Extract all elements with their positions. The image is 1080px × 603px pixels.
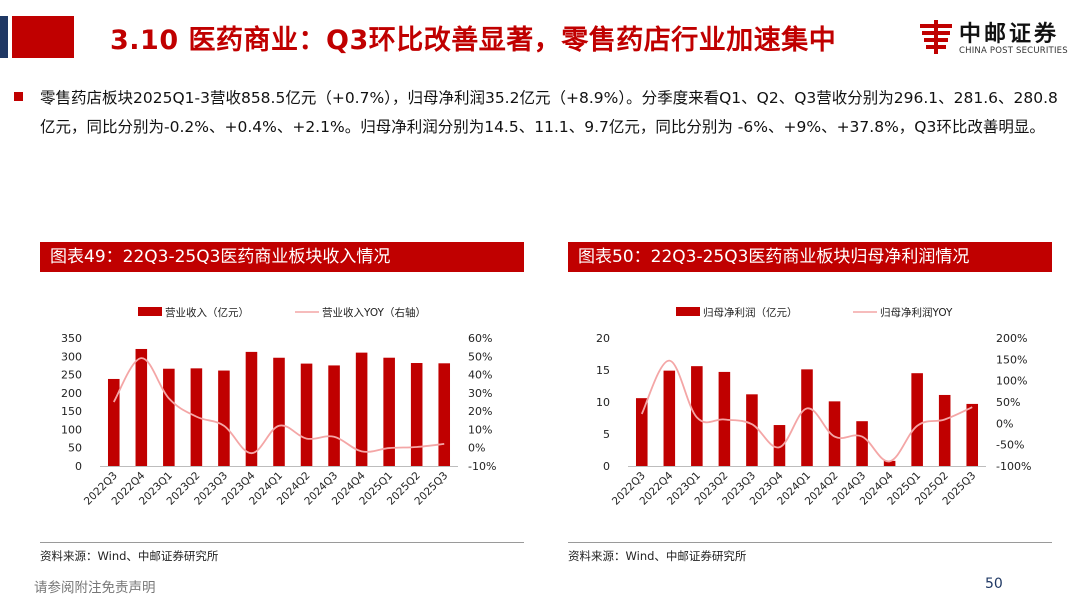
bar-2024Q2 [828,401,841,466]
y-tick-label: 150 [61,405,82,418]
y-tick-label: 20 [596,332,610,345]
bar-2023Q4 [245,351,258,466]
chart49-source: 资料来源：Wind、中邮证券研究所 [40,549,219,563]
y-tick-label: 10 [596,396,610,409]
summary-bullet: 零售药店板块2025Q1-3营收858.5亿元（+0.7%），归母净利润35.2… [14,84,1064,142]
bar-2023Q4 [773,425,786,466]
bar-2025Q2 [938,394,951,466]
bar-2025Q2 [410,363,423,466]
bar-2024Q3 [328,365,340,466]
chart50-source-divider [568,542,1052,543]
bar-2022Q3 [635,398,648,466]
y2-tick-label: 200% [996,332,1027,345]
y2-tick-label: -100% [996,460,1031,473]
net-profit-chart: 归母净利润（亿元） 归母净利润YOY 20 15 10 5 0 200% 150% 100% 50%… [596,306,1031,508]
logo-english-name: CHINA POST SECURITIES [959,46,1068,56]
y-tick-label: 0 [75,460,82,473]
bar-2022Q3 [107,378,120,466]
bar-2025Q3 [438,363,451,466]
y-tick-label: 0 [603,460,610,473]
y-tick-label: 250 [61,369,82,382]
y2-tick-label: 40% [468,369,492,382]
y-tick-label: 100 [61,423,82,436]
logo-chinese-name: 中邮证券 [959,22,1060,47]
legend-bar-swatch [676,307,700,316]
accent-stripe-red [12,16,74,58]
bar-2024Q3 [856,421,868,466]
summary-text: 零售药店板块2025Q1-3营收858.5亿元（+0.7%），归母净利润35.2… [40,89,1058,136]
y-tick-label: 350 [61,332,82,345]
legend-bar-label: 营业收入（亿元） [165,306,249,319]
y2-tick-label: 20% [468,405,492,418]
chart49-header: 图表49：22Q3-25Q3医药商业板块收入情况 [40,242,524,272]
y2-tick-label: -10% [468,460,496,473]
bar-2024Q4 [883,460,896,466]
y-tick-label: 15 [596,364,610,377]
yoy-line [112,357,445,455]
bar-2025Q1 [383,357,395,466]
y2-tick-label: 10% [468,423,492,436]
title-accent [0,16,74,58]
bar-2024Q4 [355,352,368,466]
y2-tick-label: 30% [468,387,492,400]
bar-2024Q1 [273,357,285,466]
chart-legend: 营业收入（亿元） 营业收入YOY（右轴） [138,306,426,319]
chart49-source-divider [40,542,524,543]
page-number: 50 [985,576,1003,592]
bar-2023Q3 [218,370,230,466]
bar-2025Q3 [966,403,979,466]
y2-tick-label: 150% [996,353,1027,366]
y2-tick-label: -50% [996,439,1024,452]
y2-tick-label: 100% [996,375,1027,388]
yoy-line [640,359,973,463]
y-tick-label: 5 [603,428,610,441]
chart-legend: 归母净利润（亿元） 归母净利润YOY [676,306,953,319]
bar-2023Q1 [163,368,175,466]
slide-title: 3.10 医药商业：Q3环比改善显著，零售药店行业加速集中 [110,25,837,56]
bullet-square-icon [14,92,23,101]
legend-line-label: 归母净利润YOY [880,306,953,319]
bar-2024Q1 [801,369,813,466]
y2-tick-label: 50% [468,350,492,363]
y-tick-label: 200 [61,387,82,400]
bar-2022Q4 [663,370,676,466]
revenue-chart: 营业收入（亿元） 营业收入YOY（右轴） 350 300 250 200 150 100 50 0… [61,306,496,508]
y2-tick-label: 0% [468,442,485,455]
y2-tick-label: 60% [468,332,492,345]
bar-2022Q4 [135,348,148,466]
legend-bar-swatch [138,307,162,316]
y2-tick-label: 0% [996,417,1013,430]
china-post-logo-icon [920,20,952,54]
chart50-source: 资料来源：Wind、中邮证券研究所 [568,549,747,563]
disclaimer: 请参阅附注免责声明 [34,580,156,596]
y-tick-label: 50 [68,442,82,455]
legend-line-label: 营业收入YOY（右轴） [322,306,426,319]
company-logo: 中邮证券 CHINA POST SECURITIES [915,14,1080,60]
legend-bar-label: 归母净利润（亿元） [703,306,798,319]
chart50-header: 图表50：22Q3-25Q3医药商业板块归母净利润情况 [568,242,1052,272]
bar-2023Q3 [746,394,758,466]
y2-tick-label: 50% [996,396,1020,409]
y-tick-label: 300 [61,350,82,363]
accent-stripe-navy [0,16,8,58]
bar-2024Q2 [300,363,313,466]
bar-2025Q1 [911,373,923,466]
